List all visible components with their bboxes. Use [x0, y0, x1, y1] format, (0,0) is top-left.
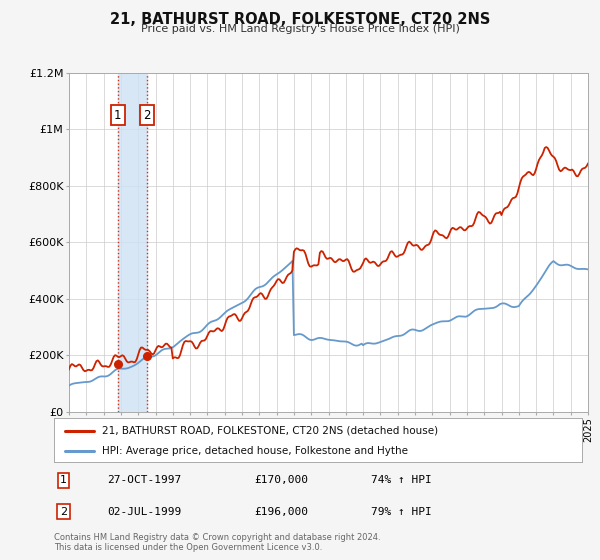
Text: 74% ↑ HPI: 74% ↑ HPI [371, 475, 431, 486]
Text: Price paid vs. HM Land Registry's House Price Index (HPI): Price paid vs. HM Land Registry's House … [140, 24, 460, 34]
Bar [118, 73, 147, 412]
Text: 1: 1 [60, 475, 67, 486]
Text: 27-OCT-1997: 27-OCT-1997 [107, 475, 181, 486]
Text: 02-JUL-1999: 02-JUL-1999 [107, 507, 181, 517]
Text: 2: 2 [143, 109, 151, 122]
Text: 1: 1 [114, 109, 122, 122]
Text: £196,000: £196,000 [254, 507, 308, 517]
Text: HPI: Average price, detached house, Folkestone and Hythe: HPI: Average price, detached house, Folk… [101, 446, 407, 456]
Text: 79% ↑ HPI: 79% ↑ HPI [371, 507, 431, 517]
Text: 21, BATHURST ROAD, FOLKESTONE, CT20 2NS: 21, BATHURST ROAD, FOLKESTONE, CT20 2NS [110, 12, 490, 27]
Text: 2: 2 [60, 507, 67, 517]
Text: £170,000: £170,000 [254, 475, 308, 486]
Text: Contains HM Land Registry data © Crown copyright and database right 2024.: Contains HM Land Registry data © Crown c… [54, 533, 380, 542]
Text: This data is licensed under the Open Government Licence v3.0.: This data is licensed under the Open Gov… [54, 543, 322, 552]
Text: 21, BATHURST ROAD, FOLKESTONE, CT20 2NS (detached house): 21, BATHURST ROAD, FOLKESTONE, CT20 2NS … [101, 426, 437, 436]
